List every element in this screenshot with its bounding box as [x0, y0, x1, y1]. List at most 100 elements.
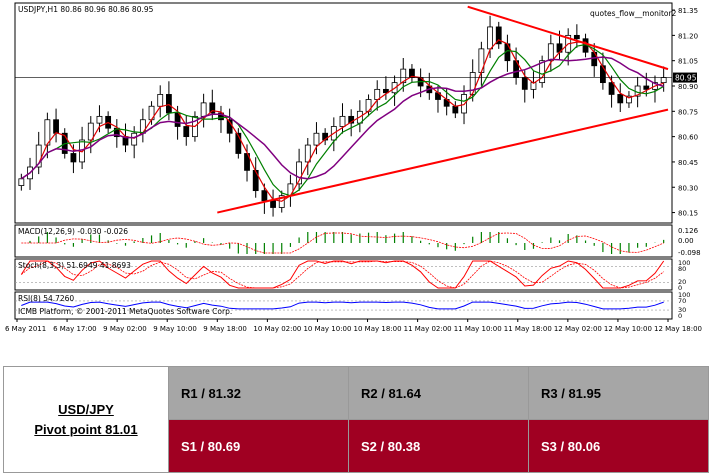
- candle-body: [348, 115, 355, 124]
- candle-body: [469, 72, 476, 95]
- stoch-signal-line: [21, 260, 664, 289]
- candle-body: [643, 85, 650, 90]
- time-axis: 6 May 2011 6 May 17:00 9 May 02:00 9 May 10…: [5, 319, 702, 333]
- candle-body: [70, 153, 77, 163]
- rsi-main-line: [21, 301, 664, 310]
- macd-pane: [14, 224, 673, 258]
- candle-body: [374, 88, 381, 100]
- candle-body: [608, 82, 615, 95]
- support-trendline: [217, 108, 669, 214]
- time-tick-label: 10 May 02:00: [253, 325, 301, 333]
- pivot-table: USD/JPY Pivot point 81.01 R1 / 81.32 R2 …: [3, 366, 709, 473]
- resistance-3: R3 / 81.95: [528, 366, 709, 420]
- candle-body: [131, 132, 138, 146]
- resistance-trendline: [467, 5, 669, 71]
- candle-body: [539, 60, 546, 84]
- price-tick-label: 81.05: [678, 58, 698, 66]
- price-tick-label: 80.15: [678, 210, 698, 218]
- macd-label: MACD(12,26,9) -0.030 -0.026: [18, 227, 128, 236]
- stoch-label: Stoch(8,3,3) 51.6949 41.8693: [18, 261, 131, 270]
- current-price-label: 80.95: [675, 74, 697, 83]
- main-pane: [14, 2, 673, 224]
- candle-body: [304, 144, 311, 163]
- candle-body: [487, 26, 493, 50]
- candle-body: [296, 161, 303, 185]
- candle-body: [313, 132, 320, 146]
- price-tick-label: 80.75: [678, 108, 698, 116]
- candle-body: [235, 132, 242, 154]
- candle-body: [495, 26, 502, 45]
- time-tick-label: 12 May 10:00: [604, 325, 652, 333]
- candle-body: [600, 65, 606, 84]
- chart-watermark: quotes_flow__monitor2: [590, 9, 677, 18]
- stoch-tick-0: 0: [678, 284, 682, 292]
- candle-body: [660, 77, 667, 84]
- rsi-pane: [14, 291, 673, 320]
- resistance-2: R2 / 81.64: [348, 366, 529, 420]
- candle-body: [452, 105, 459, 114]
- time-tick-label: 12 May 02:00: [554, 325, 602, 333]
- chart-header: USDJPY,H1 80.86 80.96 80.86 80.95: [18, 5, 154, 14]
- stoch-tick-100: 100: [678, 259, 690, 267]
- candle-body: [261, 190, 268, 202]
- candle-body: [400, 68, 407, 84]
- candle-body: [617, 94, 624, 104]
- candle-body: [218, 112, 224, 121]
- support-3: S3 / 80.06: [528, 419, 709, 473]
- rsi-tick-100: 100: [678, 291, 690, 299]
- candle-body: [270, 200, 276, 208]
- candle-body: [626, 95, 632, 104]
- price-tick-label: 81.20: [678, 32, 698, 40]
- candle-body: [573, 34, 580, 40]
- time-tick-label: 9 May 10:00: [153, 325, 197, 333]
- rsi-tick-70: 70: [678, 297, 686, 305]
- candle-body: [521, 77, 528, 90]
- candle-body: [200, 102, 207, 117]
- time-tick-label: 9 May 18:00: [203, 325, 247, 333]
- candle-body: [18, 178, 25, 186]
- rsi-line: [15, 300, 672, 311]
- pair-name: USD/JPY: [58, 401, 114, 417]
- copyright: ICMB Platform, © 2001-2011 MetaQuotes So…: [18, 307, 232, 316]
- time-tick-label: 10 May 18:00: [354, 325, 402, 333]
- rsi-tick-30: 30: [678, 306, 686, 314]
- price-tick-label: 81.35: [678, 7, 698, 15]
- time-tick-label: 11 May 18:00: [504, 325, 552, 333]
- rsi-tick-0: 0: [678, 312, 682, 320]
- stoch-tick-80: 80: [678, 265, 686, 273]
- ma-mid-line: [20, 43, 665, 197]
- macd-signal-line: [21, 232, 664, 254]
- pivot-point: Pivot point 81.01: [34, 421, 138, 437]
- time-tick-label: 11 May 02:00: [404, 325, 452, 333]
- candle-body: [157, 94, 164, 107]
- macd-histogram: [21, 232, 665, 254]
- candle-body: [96, 115, 103, 124]
- candle-body: [382, 88, 389, 94]
- pivot-title-cell: USD/JPY Pivot point 81.01: [3, 366, 169, 473]
- candle-body: [35, 144, 42, 168]
- stoch-lines: [15, 260, 672, 289]
- stoch-main-line: [20, 260, 665, 289]
- time-tick-label: 6 May 2011: [5, 325, 46, 333]
- support-2: S2 / 80.38: [348, 419, 529, 473]
- stoch-pane: [14, 258, 673, 291]
- candle-body: [547, 43, 554, 62]
- price-tick-label: 80.60: [678, 134, 698, 142]
- candle-body: [183, 126, 190, 138]
- price-tick-label: 80.90: [678, 83, 698, 91]
- candle-body: [252, 169, 259, 192]
- time-tick-label: 11 May 10:00: [454, 325, 502, 333]
- time-tick-label: 6 May 17:00: [53, 325, 97, 333]
- macd-tick-mid: 0.00: [678, 237, 694, 245]
- price-chart[interactable]: 81.35 81.20 81.05 80.90 80.75 80.60 80.45 80.30…: [0, 0, 713, 346]
- trendlines[interactable]: [217, 5, 669, 214]
- candle-body: [339, 115, 346, 127]
- rsi-label: RSI(8) 54.7260: [18, 294, 74, 303]
- resistance-1: R1 / 81.32: [168, 366, 349, 420]
- candle-body: [113, 127, 120, 138]
- candle-body: [87, 122, 94, 141]
- stoch-tick-20: 20: [678, 278, 686, 286]
- time-tick-label: 10 May 10:00: [303, 325, 351, 333]
- support-1: S1 / 80.69: [168, 419, 349, 473]
- macd-tick-top: 0.126: [678, 227, 699, 235]
